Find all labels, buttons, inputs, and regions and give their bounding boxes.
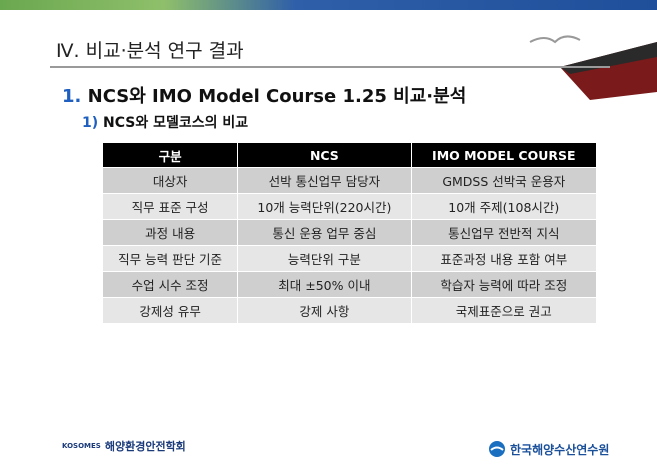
slide: Ⅳ. 비교·분석 연구 결과 1. NCS와 IMO Model Course … <box>0 0 657 470</box>
column-header: IMO MODEL COURSE <box>411 143 596 168</box>
heading-number: 1. <box>62 86 81 107</box>
table-cell: 직무 표준 구성 <box>103 194 238 220</box>
table-cell: 과정 내용 <box>103 220 238 246</box>
column-header: 구분 <box>103 143 238 168</box>
table-cell: 통신 운용 업무 중심 <box>238 220 411 246</box>
table-cell: 학습자 능력에 따라 조정 <box>411 272 596 298</box>
subheading-text: NCS와 모델코스의 비교 <box>103 115 248 131</box>
section-heading: 1. NCS와 IMO Model Course 1.25 비교·분석 <box>62 82 466 108</box>
table-cell: 최대 ±50% 이내 <box>238 272 411 298</box>
title-rule <box>50 66 610 68</box>
logo-icon <box>488 440 506 458</box>
table-cell: 강제성 유무 <box>103 298 238 324</box>
logo-name: 한국해양수산연수원 <box>510 441 609 458</box>
table-cell: 대상자 <box>103 168 238 194</box>
table-cell: 표준과정 내용 포함 여부 <box>411 246 596 272</box>
table-cell: 직무 능력 판단 기준 <box>103 246 238 272</box>
top-bar <box>0 0 657 10</box>
footer-logo-left: KOSOMES 해양환경안전학회 <box>62 438 186 454</box>
slide-title: Ⅳ. 비교·분석 연구 결과 <box>56 36 244 63</box>
ship-illustration <box>520 12 657 102</box>
subheading-number: 1) <box>82 115 98 131</box>
logo-abbrev: KOSOMES <box>62 442 101 450</box>
subheading: 1) NCS와 모델코스의 비교 <box>82 112 248 132</box>
logo-name: 해양환경안전학회 <box>105 438 186 454</box>
table-cell: 국제표준으로 권고 <box>411 298 596 324</box>
table-cell: GMDSS 선박국 운용자 <box>411 168 596 194</box>
heading-text: NCS와 IMO Model Course 1.25 비교·분석 <box>88 86 467 107</box>
footer-logo-right: 한국해양수산연수원 <box>488 440 609 458</box>
column-header: NCS <box>238 143 411 168</box>
table-cell: 능력단위 구분 <box>238 246 411 272</box>
table-cell: 수업 시수 조정 <box>103 272 238 298</box>
table-cell: 통신업무 전반적 지식 <box>411 220 596 246</box>
table-cell: 10개 주제(108시간) <box>411 194 596 220</box>
table-cell: 강제 사항 <box>238 298 411 324</box>
table-cell: 선박 통신업무 담당자 <box>238 168 411 194</box>
table-cell: 10개 능력단위(220시간) <box>238 194 411 220</box>
